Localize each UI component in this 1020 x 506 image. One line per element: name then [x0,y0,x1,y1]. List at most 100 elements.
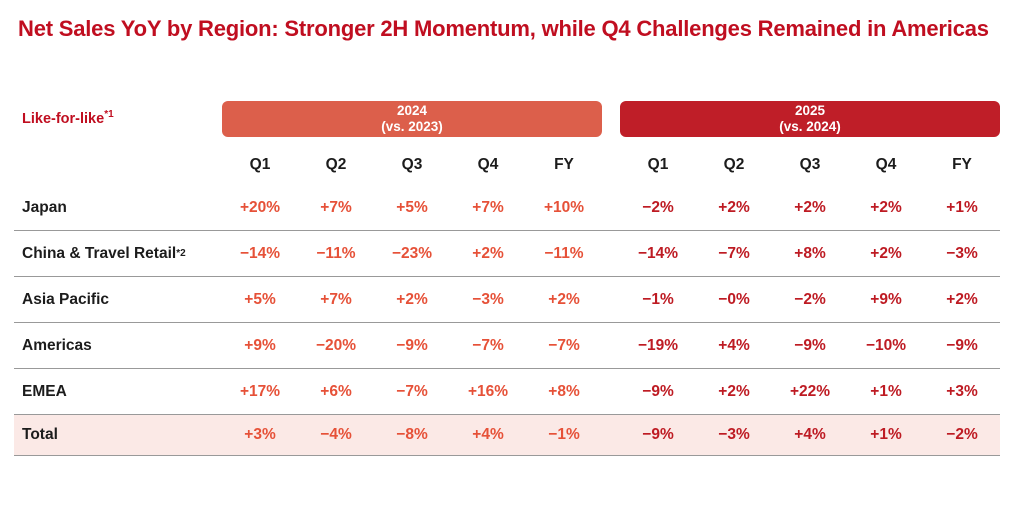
row-label: EMEA [14,369,222,414]
value-cell: −7% [472,336,504,354]
value-cell: +1% [870,382,902,400]
value-cell: −4% [320,426,352,443]
band-year-2024: 2024 [396,102,428,118]
value-cell: −2% [794,290,826,308]
value-cell: +2% [472,244,504,262]
quarter-header: Q3 [401,156,423,173]
quarter-header: FY [952,156,972,173]
value-cell: +4% [794,426,826,443]
row-label: Americas [14,323,222,368]
column-gap [602,277,620,322]
value-cell: +10% [543,198,585,216]
like-for-like-text: Like-for-like [22,111,105,127]
value-cell: +6% [320,382,352,400]
table-row: Total +3% −4% −8% +4% −1% −9% −3% +4% +1% −2% [14,415,1000,456]
value-cell: −11% [316,244,356,262]
table-body: Japan +20% +7% +5% +7% +10% −2% +2% +2% +2% +1% Chi… [14,185,1000,456]
table-row: China & Travel Retail *2 −14% −11% −23% +2% −1… [14,231,1000,277]
value-cell: −9% [642,426,674,443]
value-cell: +2% [870,244,902,262]
value-cell: −9% [946,336,978,354]
slide-title: Net Sales YoY by Region: Stronger 2H Mom… [18,16,989,41]
value-cell: −1% [548,426,580,443]
row-label: China & Travel Retail *2 [22,244,186,262]
value-cell: +4% [472,426,504,443]
quarter-header: Q1 [249,156,271,173]
quarter-header: Q2 [325,156,347,173]
quarter-header: Q4 [477,156,499,173]
value-cell: −8% [396,426,428,443]
quarter-header: Q1 [647,156,669,173]
band-comparison-2025: (vs. 2024) [779,119,841,134]
table-row: EMEA +17% +6% −7% +16% +8% −9% +2% +22% +1% +3% [14,369,1000,415]
value-cell: +8% [794,244,826,262]
quarter-header: Q3 [799,156,821,173]
value-cell: +8% [548,382,580,400]
value-cell: +17% [239,382,281,400]
header-spacer [14,137,222,185]
value-cell: −7% [396,382,428,400]
period-band-2025: 2025 (vs. 2024) [620,101,1000,137]
row-label-text: EMEA [22,382,67,400]
quarter-header: Q4 [875,156,897,173]
value-cell: +20% [239,198,281,216]
value-cell: −3% [718,426,750,443]
value-cell: +4% [718,336,750,354]
value-cell: −9% [396,336,428,354]
band-year-2025: 2025 [794,102,826,118]
table-row: Americas +9% −20% −9% −7% −7% −19% +4% −9% −10% −9… [14,323,1000,369]
table-header-row: Q1 Q2 Q3 Q4 FY Q1 Q2 Q3 Q4 FY [14,137,1000,185]
value-cell: +22% [789,382,831,400]
value-cell: −0% [718,290,750,308]
row-label: Total [14,415,222,455]
value-cell: +5% [244,290,276,308]
value-cell: +16% [467,382,509,400]
value-cell: −1% [642,290,674,308]
column-gap [602,137,620,185]
value-cell: −14% [239,244,281,262]
column-gap [602,415,620,455]
row-label-text: Japan [22,198,67,216]
value-cell: −23% [391,244,433,262]
quarter-header: FY [554,156,574,173]
value-cell: +1% [870,426,902,443]
region-table: Like-for-like*1 2024 (vs. 2023) 2025 (vs… [14,101,1000,456]
value-cell: −7% [548,336,580,354]
column-gap [602,231,620,276]
value-cell: +2% [718,198,750,216]
value-cell: +7% [320,198,352,216]
value-cell: +2% [718,382,750,400]
column-gap [602,185,620,230]
value-cell: +2% [946,290,978,308]
value-cell: −10% [865,336,907,354]
value-cell: −2% [946,426,978,443]
value-cell: +9% [870,290,902,308]
value-cell: −11% [544,244,584,262]
value-cell: +2% [396,290,428,308]
period-band-2024: 2024 (vs. 2023) [222,101,602,137]
column-gap [602,323,620,368]
value-cell: +3% [244,426,276,443]
table-row: Japan +20% +7% +5% +7% +10% −2% +2% +2% +2% +1% [14,185,1000,231]
row-label-text: China & Travel Retail [22,244,177,262]
value-cell: −9% [642,382,674,400]
value-cell: +1% [946,198,978,216]
table-row: Asia Pacific +5% +7% +2% −3% +2% −1% −0% −2% +9% +… [14,277,1000,323]
table-band-row: Like-for-like*1 2024 (vs. 2023) 2025 (vs… [14,101,1000,137]
value-cell: −20% [315,336,357,354]
value-cell: +2% [870,198,902,216]
value-cell: −7% [718,244,750,262]
value-cell: +2% [548,290,580,308]
quarter-header: Q2 [723,156,745,173]
value-cell: −9% [794,336,826,354]
value-cell: −3% [946,244,978,262]
value-cell: +5% [396,198,428,216]
value-cell: −2% [642,198,674,216]
value-cell: +7% [320,290,352,308]
row-label-text: Total [22,426,58,443]
band-comparison-2024: (vs. 2023) [381,119,443,134]
row-label: Asia Pacific [14,277,222,322]
value-cell: +3% [946,382,978,400]
value-cell: −14% [637,244,679,262]
row-label: Japan [14,185,222,230]
